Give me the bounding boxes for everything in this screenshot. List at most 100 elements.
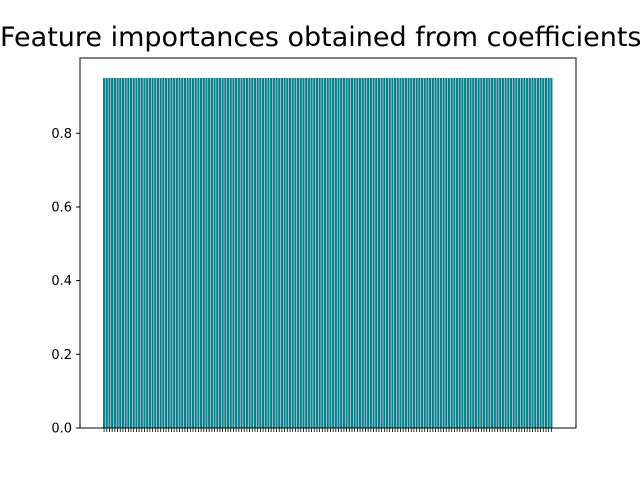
bar	[358, 78, 362, 428]
bar	[480, 78, 483, 428]
bar	[394, 78, 397, 428]
bar	[197, 78, 200, 428]
bar	[404, 78, 407, 428]
bar	[372, 78, 375, 428]
bar	[213, 78, 216, 428]
bar	[310, 78, 313, 428]
bar	[550, 78, 553, 428]
bar	[108, 78, 111, 428]
bar	[337, 78, 340, 428]
bar	[235, 78, 238, 428]
bar	[256, 78, 259, 428]
bar	[267, 78, 270, 428]
bar	[299, 78, 302, 428]
bar	[326, 78, 329, 428]
bar	[132, 78, 135, 428]
bar	[536, 78, 539, 428]
bar	[544, 78, 548, 428]
bar	[375, 78, 378, 428]
bar	[127, 78, 130, 428]
bar	[173, 78, 176, 428]
bar	[237, 78, 240, 428]
bar	[491, 78, 494, 428]
bar	[183, 78, 186, 428]
y-tick-label: 0.8	[51, 127, 72, 142]
bar	[420, 78, 424, 428]
bar	[447, 78, 451, 428]
bar	[369, 78, 372, 428]
bar	[272, 78, 275, 428]
bar	[410, 78, 413, 428]
bar	[178, 78, 181, 428]
bar	[116, 78, 119, 428]
bar	[531, 78, 534, 428]
bar	[159, 78, 162, 428]
bar	[121, 78, 125, 428]
y-ticks-group: 0.0 0.2 0.4 0.6 0.8	[51, 127, 80, 437]
bar	[167, 78, 170, 428]
bar	[226, 78, 230, 428]
bar	[140, 78, 143, 428]
y-tick-label: 0.6	[51, 200, 72, 215]
bar	[334, 78, 337, 428]
bar	[547, 78, 550, 428]
bar	[534, 78, 537, 428]
bar	[512, 78, 515, 428]
bar	[191, 78, 195, 428]
bar	[307, 78, 310, 428]
bar	[124, 78, 127, 428]
bar	[445, 78, 448, 428]
bar	[329, 78, 332, 428]
bar	[205, 78, 208, 428]
bar	[542, 78, 545, 428]
bar	[453, 78, 456, 428]
bar	[407, 78, 410, 428]
bar	[340, 78, 343, 428]
bar	[528, 78, 531, 428]
bar	[259, 78, 262, 428]
bar	[302, 78, 305, 428]
bar	[356, 78, 359, 428]
bar	[170, 78, 173, 428]
bar	[253, 78, 257, 428]
bar	[315, 78, 319, 428]
bar	[283, 78, 286, 428]
bar	[111, 78, 114, 428]
bar	[464, 78, 467, 428]
bar	[474, 78, 478, 428]
bar	[504, 78, 507, 428]
bar	[439, 78, 442, 428]
bar	[426, 78, 429, 428]
bar	[218, 78, 222, 428]
bar	[380, 78, 383, 428]
bar	[164, 78, 168, 428]
bar	[232, 78, 235, 428]
bar	[458, 78, 461, 428]
bar	[321, 78, 324, 428]
bar	[461, 78, 464, 428]
bar	[485, 78, 488, 428]
y-tick-label: 0.4	[51, 274, 72, 289]
bar	[509, 78, 513, 428]
bar	[523, 78, 526, 428]
chart-title: Feature importances obtained from coeffi…	[0, 22, 640, 53]
bar	[499, 78, 502, 428]
bar	[154, 78, 157, 428]
bar	[412, 78, 416, 428]
bar	[477, 78, 480, 428]
bar	[539, 78, 542, 428]
bar	[264, 78, 267, 428]
bar	[466, 78, 469, 428]
bar	[501, 78, 504, 428]
bar	[323, 78, 327, 428]
bar	[418, 78, 421, 428]
x-ticks-group	[103, 428, 552, 432]
bar	[156, 78, 160, 428]
bar	[431, 78, 434, 428]
bar	[275, 78, 278, 428]
bar	[482, 78, 486, 428]
bar	[186, 78, 189, 428]
bar	[345, 78, 348, 428]
bar	[248, 78, 251, 428]
